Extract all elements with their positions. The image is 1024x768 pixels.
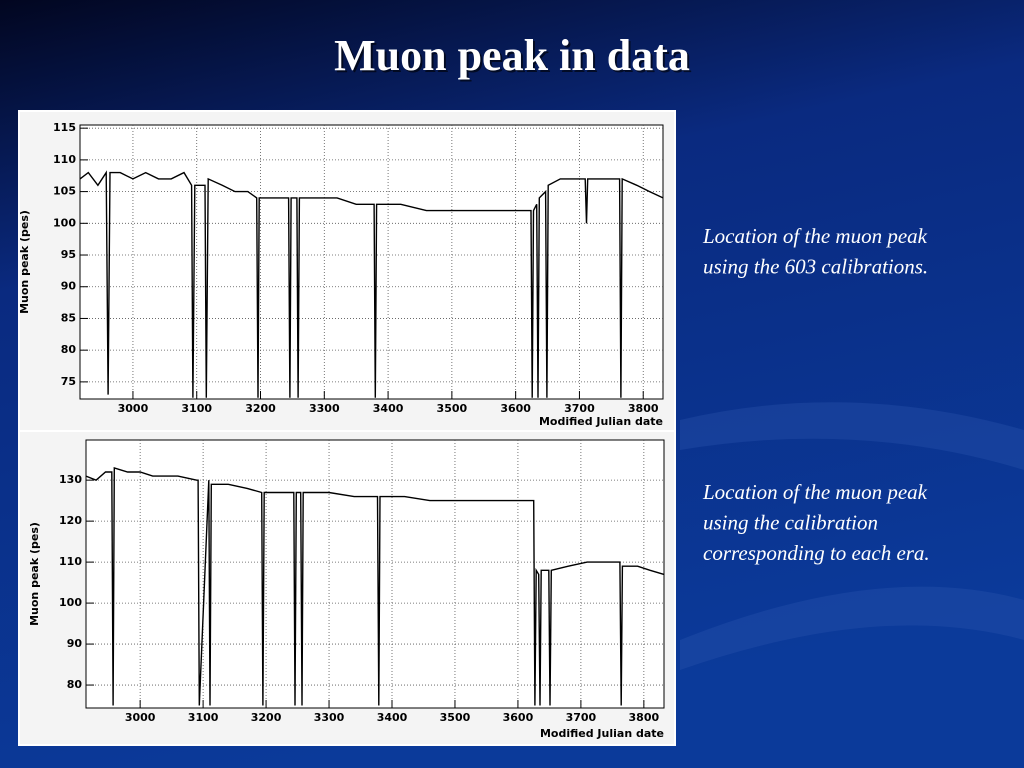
swoosh [680, 402, 1024, 470]
y-tick-label: 80 [61, 343, 77, 356]
y-axis-label: Muon peak (pes) [18, 210, 31, 314]
x-tick-label: 3100 [188, 711, 219, 724]
y-tick-label: 90 [61, 280, 77, 293]
y-tick-label: 120 [59, 514, 82, 527]
y-tick-label: 105 [53, 185, 76, 198]
x-tick-label: 3200 [245, 402, 276, 415]
x-tick-label: 3500 [440, 711, 471, 724]
y-tick-label: 90 [67, 637, 83, 650]
x-tick-label: 3600 [500, 402, 531, 415]
note-line: using the 603 calibrations. [703, 255, 928, 279]
x-tick-label: 3100 [181, 402, 212, 415]
y-tick-label: 80 [67, 678, 83, 691]
x-tick-label: 3800 [629, 711, 660, 724]
note-line: using the calibration [703, 511, 878, 535]
x-tick-label: 3800 [628, 402, 659, 415]
x-tick-label: 3700 [566, 711, 597, 724]
note-line: Location of the muon peak [702, 224, 928, 248]
x-tick-label: 3700 [564, 402, 595, 415]
note-line: Location of the muon peak [702, 480, 928, 504]
y-tick-label: 100 [53, 216, 76, 229]
x-tick-label: 3600 [503, 711, 534, 724]
y-tick-label: 75 [61, 375, 76, 388]
y-tick-label: 85 [61, 311, 76, 324]
x-tick-label: 3000 [118, 402, 149, 415]
plot-area [85, 439, 665, 709]
x-axis-label: Modified Julian date [539, 415, 663, 428]
data-line [85, 466, 665, 706]
x-tick-label: 3000 [125, 711, 156, 724]
plot-area [79, 124, 664, 400]
y-tick-label: 100 [59, 596, 82, 609]
x-tick-label: 3400 [377, 711, 408, 724]
swoosh [680, 586, 1024, 670]
x-tick-label: 3300 [314, 711, 345, 724]
y-tick-label: 95 [61, 248, 76, 261]
y-tick-label: 110 [59, 555, 82, 568]
x-tick-label: 3500 [437, 402, 468, 415]
x-tick-label: 3300 [309, 402, 340, 415]
y-axis-label: Muon peak (pes) [28, 522, 41, 626]
title-shadow: Muon peak in data [336, 33, 692, 82]
note-line: corresponding to each era. [703, 541, 930, 565]
x-tick-label: 3400 [373, 402, 404, 415]
y-tick-label: 130 [59, 473, 82, 486]
y-tick-label: 110 [53, 153, 76, 166]
title: Muon peak in data [334, 31, 690, 80]
data-line [79, 170, 664, 398]
x-tick-label: 3200 [251, 711, 282, 724]
x-axis-label: Modified Julian date [540, 727, 664, 740]
y-tick-label: 115 [53, 121, 76, 134]
